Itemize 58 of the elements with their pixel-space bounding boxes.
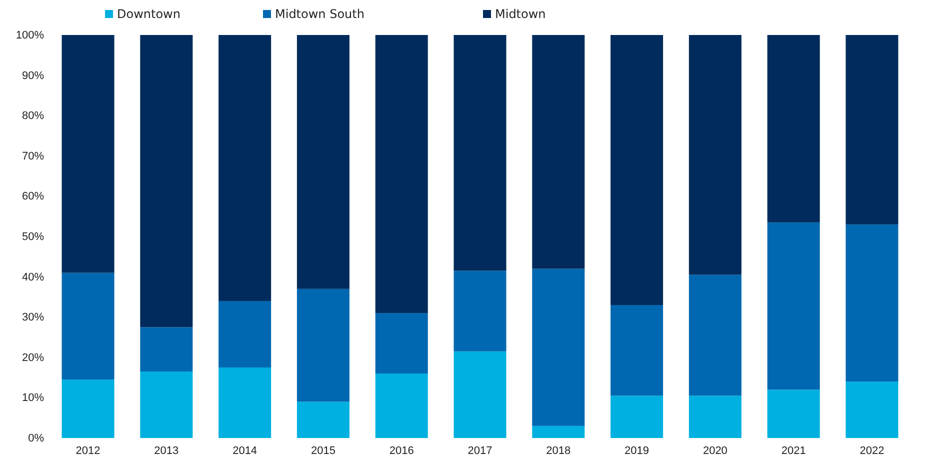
x-tick-label: 2018 (546, 444, 571, 457)
legend-label: Downtown (117, 7, 180, 21)
bar (846, 35, 898, 224)
bar (218, 367, 272, 438)
legend-label: Midtown South (275, 7, 364, 21)
bar (610, 305, 664, 396)
bar (688, 35, 742, 275)
x-tick-label: 2020 (702, 444, 728, 457)
bar (454, 270, 506, 352)
x-tick-label: 2022 (860, 444, 884, 457)
bar (688, 396, 742, 438)
x-tick-label: 2015 (310, 444, 336, 457)
y-tick-label: 90% (22, 70, 44, 82)
bar (62, 35, 114, 273)
x-tick-label: 2012 (76, 444, 100, 457)
x-tick-label: 2017 (468, 444, 492, 457)
bar (454, 351, 506, 438)
bar (610, 396, 664, 438)
legend-label: Midtown (495, 7, 546, 21)
bar (532, 426, 585, 438)
x-tick-label: 2021 (781, 444, 806, 457)
bar (62, 380, 114, 438)
y-tick-label: 100% (16, 30, 44, 42)
bar (532, 35, 585, 269)
x-tick-label: 2013 (154, 444, 179, 457)
bar (140, 372, 193, 438)
bar (296, 35, 350, 289)
bar (767, 222, 820, 390)
y-tick-label: 50% (22, 231, 44, 244)
bar (846, 224, 898, 382)
bar (767, 35, 820, 222)
bar (454, 35, 506, 271)
y-tick-label: 40% (22, 271, 44, 284)
bar (375, 374, 428, 438)
bar (767, 390, 820, 438)
bar (610, 35, 664, 306)
bar (532, 268, 585, 426)
bar (218, 35, 272, 301)
bar (375, 35, 428, 314)
y-tick-label: 60% (22, 190, 44, 203)
y-tick-label: 70% (22, 150, 44, 162)
bar (218, 300, 272, 368)
bar (140, 35, 193, 328)
y-tick-label: 10% (22, 392, 44, 404)
bar (296, 288, 350, 402)
bar (140, 327, 193, 372)
y-tick-label: 30% (22, 312, 44, 324)
x-tick-label: 2014 (232, 444, 258, 457)
x-tick-label: 2019 (624, 444, 650, 457)
bar (296, 402, 350, 438)
bar (375, 313, 428, 374)
y-tick-label: 20% (22, 352, 44, 364)
bar (688, 274, 742, 396)
x-tick-label: 2016 (389, 444, 414, 457)
y-tick-label: 80% (22, 110, 44, 122)
bar (846, 382, 898, 438)
bar (62, 272, 114, 380)
y-tick-label: 0% (28, 432, 44, 445)
